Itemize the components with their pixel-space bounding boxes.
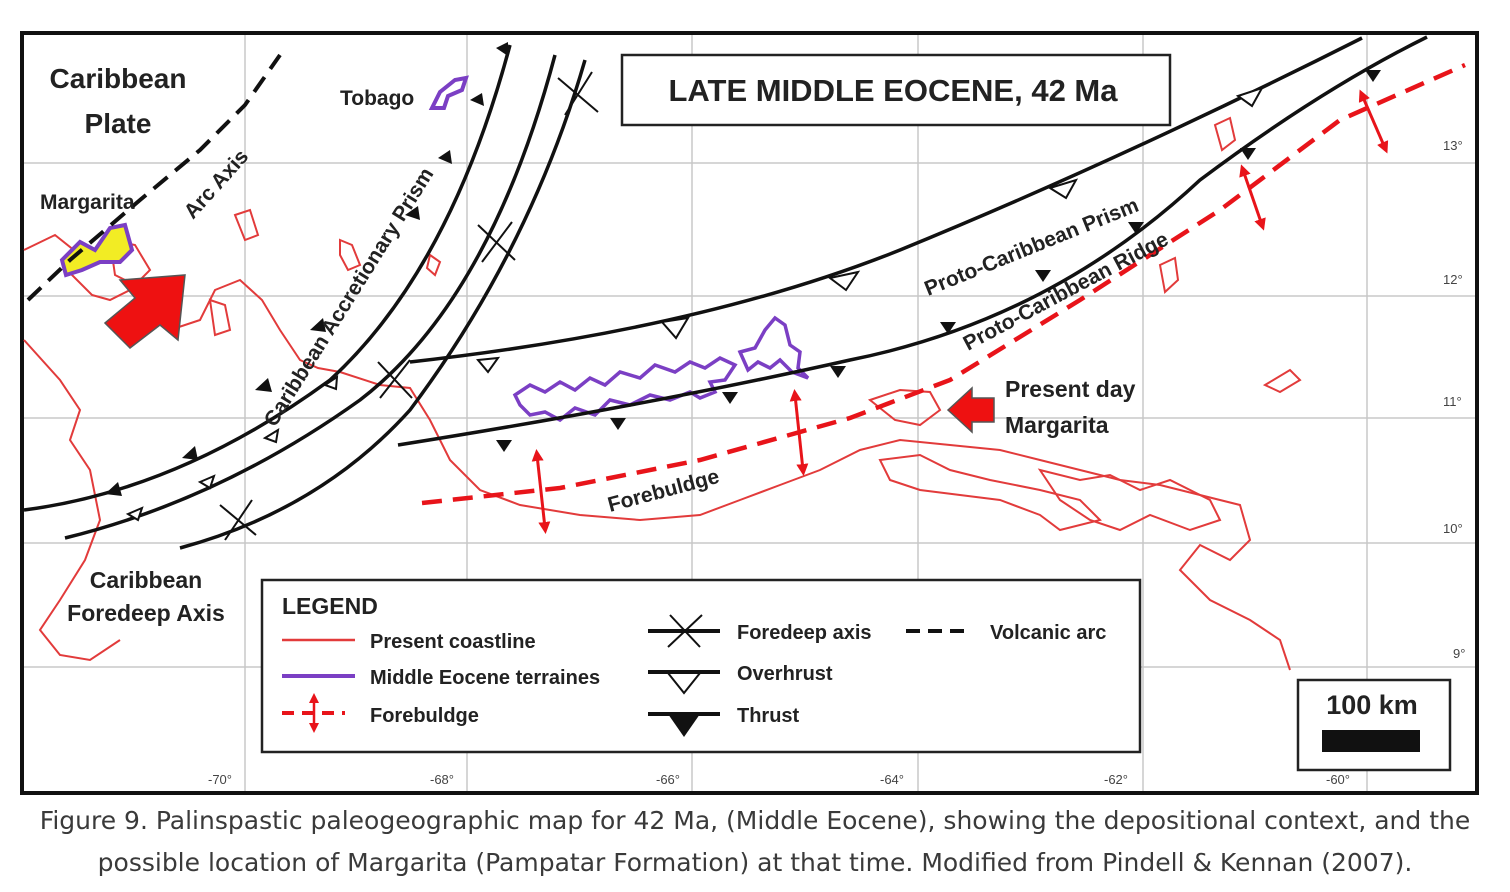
lat-13: 13° xyxy=(1443,138,1463,153)
scale-bar-label: 100 km xyxy=(1326,690,1418,720)
foredeep-label-2: Foredeep Axis xyxy=(67,600,225,626)
legend-volcanic-arc: Volcanic arc xyxy=(990,622,1106,644)
lon-62: -62° xyxy=(1104,772,1128,787)
margarita-label: Margarita xyxy=(40,191,135,214)
lon-66: -66° xyxy=(656,772,680,787)
tobago-label: Tobago xyxy=(340,87,414,110)
paleogeographic-map: LATE MIDDLE EOCENE, 42 Ma Caribbean Plat… xyxy=(20,31,1479,795)
legend: LEGEND Present coastline Middle Eocene t… xyxy=(260,578,1142,754)
overhrust-teeth xyxy=(125,86,1265,522)
thrust-teeth xyxy=(105,42,1381,496)
figure-caption: Figure 9. Palinspastic paleogeographic m… xyxy=(20,800,1490,884)
legend-forebulge: Forebuldge xyxy=(370,705,479,727)
map-title: LATE MIDDLE EOCENE, 42 Ma xyxy=(669,73,1119,108)
longitude-labels: -70° -68° -66° -64° -62° -60° xyxy=(208,772,1350,787)
lon-64: -64° xyxy=(880,772,904,787)
tobago-terrane xyxy=(428,75,469,110)
lon-68: -68° xyxy=(430,772,454,787)
legend-terraines: Middle Eocene terraines xyxy=(370,667,600,689)
foredeep-axis-marks xyxy=(219,71,599,541)
lat-10: 10° xyxy=(1443,521,1463,536)
present-day-label-1: Present day xyxy=(1005,376,1136,402)
caribbean-plate-label-1: Caribbean xyxy=(50,63,187,94)
caption-line-1: Figure 9. Palinspastic paleogeographic m… xyxy=(39,806,1471,835)
lat-9: 9° xyxy=(1453,646,1465,661)
legend-foredeep: Foredeep axis xyxy=(737,622,872,644)
forebulge-arrows xyxy=(531,89,1389,534)
scale-bar: 100 km xyxy=(1296,678,1452,772)
lon-70: -70° xyxy=(208,772,232,787)
title-box xyxy=(620,53,1172,127)
margarita-terrane xyxy=(59,222,135,278)
legend-overhrust: Overhrust xyxy=(737,663,833,685)
foredeep-label-1: Caribbean xyxy=(90,567,202,593)
accretionary-belt xyxy=(23,44,587,550)
present-day-label-2: Margarita xyxy=(1005,412,1109,438)
latitude-labels: 13° 12° 11° 10° 9° xyxy=(1443,138,1465,661)
legend-coastline: Present coastline xyxy=(370,631,536,653)
lat-11: 11° xyxy=(1443,394,1462,409)
caption-line-2: possible location of Margarita (Pampatar… xyxy=(97,848,1413,877)
margarita-motion-arrow xyxy=(103,274,186,349)
eocene-terranes xyxy=(512,315,810,423)
legend-thrust: Thrust xyxy=(737,705,800,727)
caribbean-plate-label-2: Plate xyxy=(85,108,152,139)
proto-caribbean-belts xyxy=(397,35,1428,447)
forebulge-line xyxy=(421,62,1466,506)
legend-title: LEGEND xyxy=(282,593,378,619)
lat-12: 12° xyxy=(1443,272,1463,287)
graticule xyxy=(24,35,1475,791)
present-margarita-arrow xyxy=(946,386,995,434)
lon-60: -60° xyxy=(1326,772,1350,787)
